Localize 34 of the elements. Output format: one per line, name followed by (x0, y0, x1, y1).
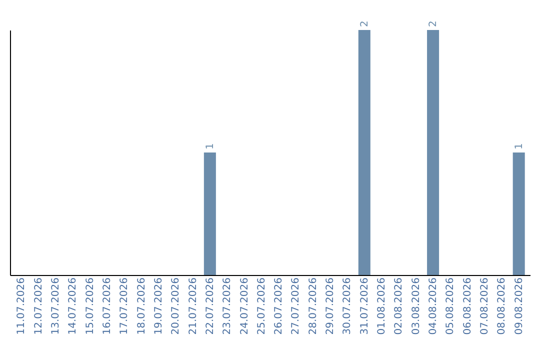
x-tick-label: 08.08.2026 (496, 278, 508, 335)
x-tick-label: 09.08.2026 (514, 278, 525, 335)
x-tick-label: 14.07.2026 (68, 278, 79, 335)
x-tick-label: 25.07.2026 (256, 278, 268, 335)
x-tick-label: 21.07.2026 (188, 278, 199, 335)
x-tick-label: 01.08.2026 (376, 278, 388, 335)
data-label: 1 (514, 143, 525, 150)
x-tick-label: 04.08.2026 (428, 278, 440, 335)
x-tick-label: 22.07.2026 (204, 278, 216, 335)
x-tick-label: 11.07.2026 (16, 278, 28, 335)
x-tick-label: 20.07.2026 (170, 278, 182, 335)
x-tick-label: 15.07.2026 (84, 278, 96, 335)
x-tick-label: 26.07.2026 (274, 278, 285, 335)
x-tick-label: 18.07.2026 (136, 278, 148, 335)
x-tick-label: 24.07.2026 (239, 278, 250, 335)
x-tick-label: 27.07.2026 (290, 278, 302, 335)
x-tick-label: 30.07.2026 (342, 278, 354, 335)
x-tick-label: 05.08.2026 (445, 278, 456, 335)
x-tick-label: 29.07.2026 (325, 278, 336, 335)
x-tick-label: 02.08.2026 (394, 278, 405, 335)
data-label: 2 (428, 20, 440, 27)
data-label: 2 (359, 20, 370, 27)
x-tick-label: 17.07.2026 (119, 278, 130, 335)
data-label: 1 (204, 143, 216, 150)
x-tick-label: 31.07.2026 (359, 278, 370, 335)
x-tick-label: 19.07.2026 (153, 278, 164, 335)
x-tick-label: 03.08.2026 (410, 278, 422, 335)
x-tick-label: 06.08.2026 (462, 278, 474, 335)
x-tick-label: 13.07.2026 (50, 278, 62, 335)
x-tick-label: 28.07.2026 (308, 278, 319, 335)
x-tick-label: 12.07.2026 (33, 278, 44, 335)
x-tick-label: 23.07.2026 (222, 278, 234, 335)
x-tick-label: 16.07.2026 (102, 278, 113, 335)
x-tick-label: 07.08.2026 (480, 278, 491, 335)
